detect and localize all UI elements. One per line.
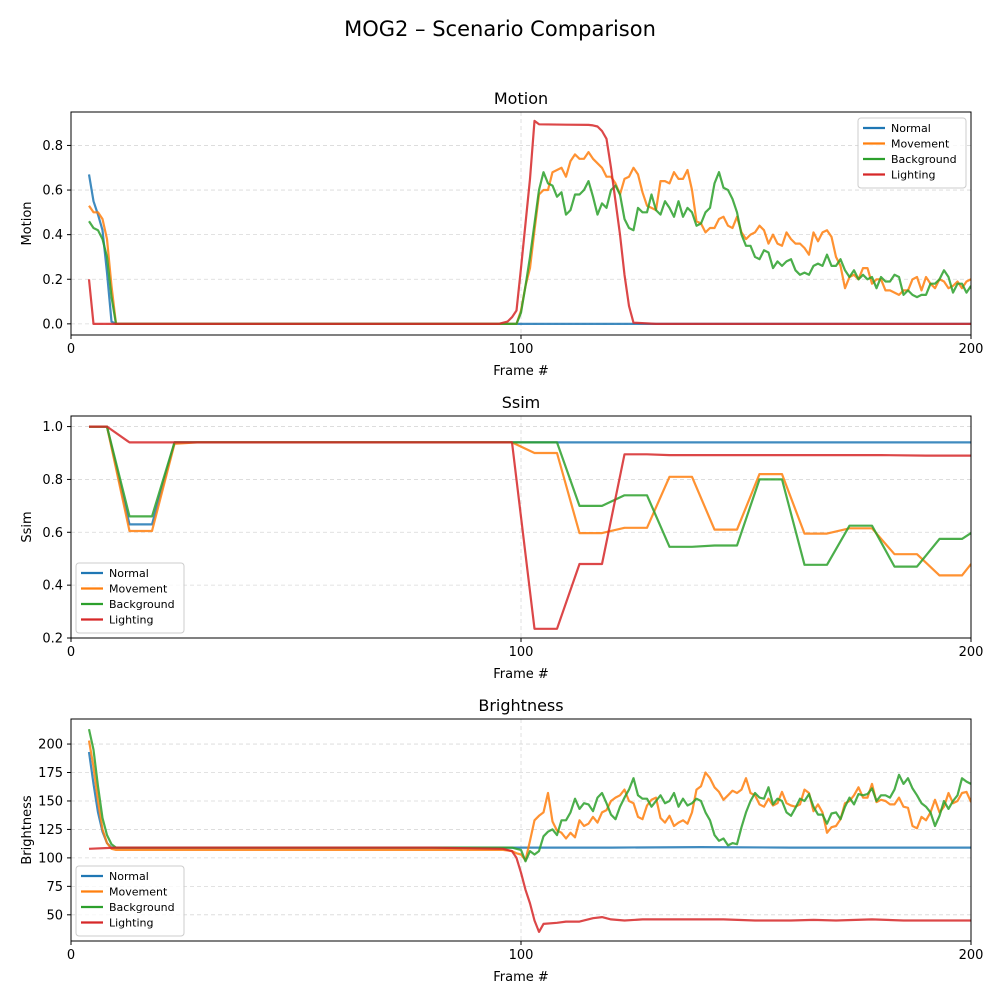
y-tick-label: 50 [46, 908, 63, 923]
subplot-title: Motion [494, 89, 548, 108]
series-line-normal [87, 751, 971, 849]
y-tick-label: 0.8 [42, 473, 63, 488]
y-tick-label: 1.0 [42, 420, 63, 435]
legend-label-background: Background [891, 153, 957, 166]
y-tick-label: 0.2 [42, 273, 63, 288]
legend-label-lighting: Lighting [109, 614, 153, 627]
legend-label-background: Background [109, 901, 175, 914]
y-tick-label: 175 [38, 766, 63, 781]
y-tick-label: 0.4 [42, 579, 63, 594]
x-axis-label: Frame # [493, 970, 549, 985]
y-tick-label: 0.4 [42, 228, 63, 243]
y-axis-label: Ssim [20, 511, 35, 542]
legend-box [75, 562, 185, 634]
axes-frame [70, 718, 972, 942]
x-tick-label: 100 [509, 645, 534, 660]
x-axis-label: Frame # [493, 667, 549, 682]
y-tick-label: 125 [38, 823, 63, 838]
legend-label-movement: Movement [891, 138, 950, 151]
y-tick-label: 0.6 [42, 184, 63, 199]
series-line-background [89, 425, 971, 568]
subplot-motion: 0 100 200 0.0 0.2 0.4 0.6 0.8 Motion Frame # Motio… [20, 89, 983, 379]
figure-title: MOG2 – Scenario Comparison [344, 17, 656, 41]
legend-label-movement: Movement [109, 583, 168, 596]
legend-label-movement: Movement [109, 886, 168, 899]
series-line-lighting [88, 846, 971, 933]
legend-box [75, 865, 185, 937]
legend: Normal Movement Background Lighting [75, 562, 185, 634]
axes-frame [70, 415, 972, 639]
legend: Normal Movement Background Lighting [75, 865, 185, 937]
x-tick-label: 0 [67, 948, 75, 963]
x-tick-label: 100 [509, 948, 534, 963]
x-tick-label: 200 [959, 342, 984, 357]
y-tick-label: 150 [38, 794, 63, 809]
y-axis-label: Brightness [20, 795, 35, 864]
series-line-lighting [87, 119, 971, 325]
y-tick-label: 0.6 [42, 526, 63, 541]
legend-box [857, 117, 967, 189]
series-line-movement [88, 151, 971, 325]
x-tick-label: 0 [67, 645, 75, 660]
legend: Normal Movement Background Lighting [857, 117, 967, 189]
y-tick-label: 75 [46, 880, 63, 895]
x-tick-label: 200 [959, 948, 984, 963]
x-tick-label: 0 [67, 342, 75, 357]
y-tick-label: 0.0 [42, 317, 63, 332]
y-tick-label: 200 [38, 738, 63, 753]
y-tick-label: 0.8 [42, 139, 63, 154]
series-line-background [87, 728, 971, 863]
x-tick-label: 200 [959, 645, 984, 660]
subplot-title: Brightness [478, 696, 563, 715]
x-tick-label: 100 [509, 342, 534, 357]
legend-label-lighting: Lighting [109, 917, 153, 930]
series-line-lighting [89, 425, 971, 630]
x-axis-label: Frame # [493, 364, 549, 379]
series-line-background [88, 171, 971, 325]
legend-label-normal: Normal [109, 567, 149, 580]
y-tick-label: 0.2 [42, 632, 63, 647]
legend-label-background: Background [109, 598, 175, 611]
series-line-movement [89, 425, 971, 577]
legend-label-normal: Normal [109, 870, 149, 883]
subplot-title: Ssim [502, 393, 541, 412]
subplot-brightness: 0 100 200 50 75 100 125 150 175 200 Brightness Fram… [20, 696, 983, 985]
series-line-movement [87, 740, 971, 862]
y-axis-label: Motion [20, 201, 35, 245]
series-line-normal [89, 425, 971, 526]
y-tick-label: 100 [38, 851, 63, 866]
legend-label-normal: Normal [891, 122, 931, 135]
legend-label-lighting: Lighting [891, 169, 935, 182]
subplot-ssim: 0 100 200 0.2 0.4 0.6 0.8 1.0 Ssim Frame # Ssim Nor… [20, 393, 983, 682]
